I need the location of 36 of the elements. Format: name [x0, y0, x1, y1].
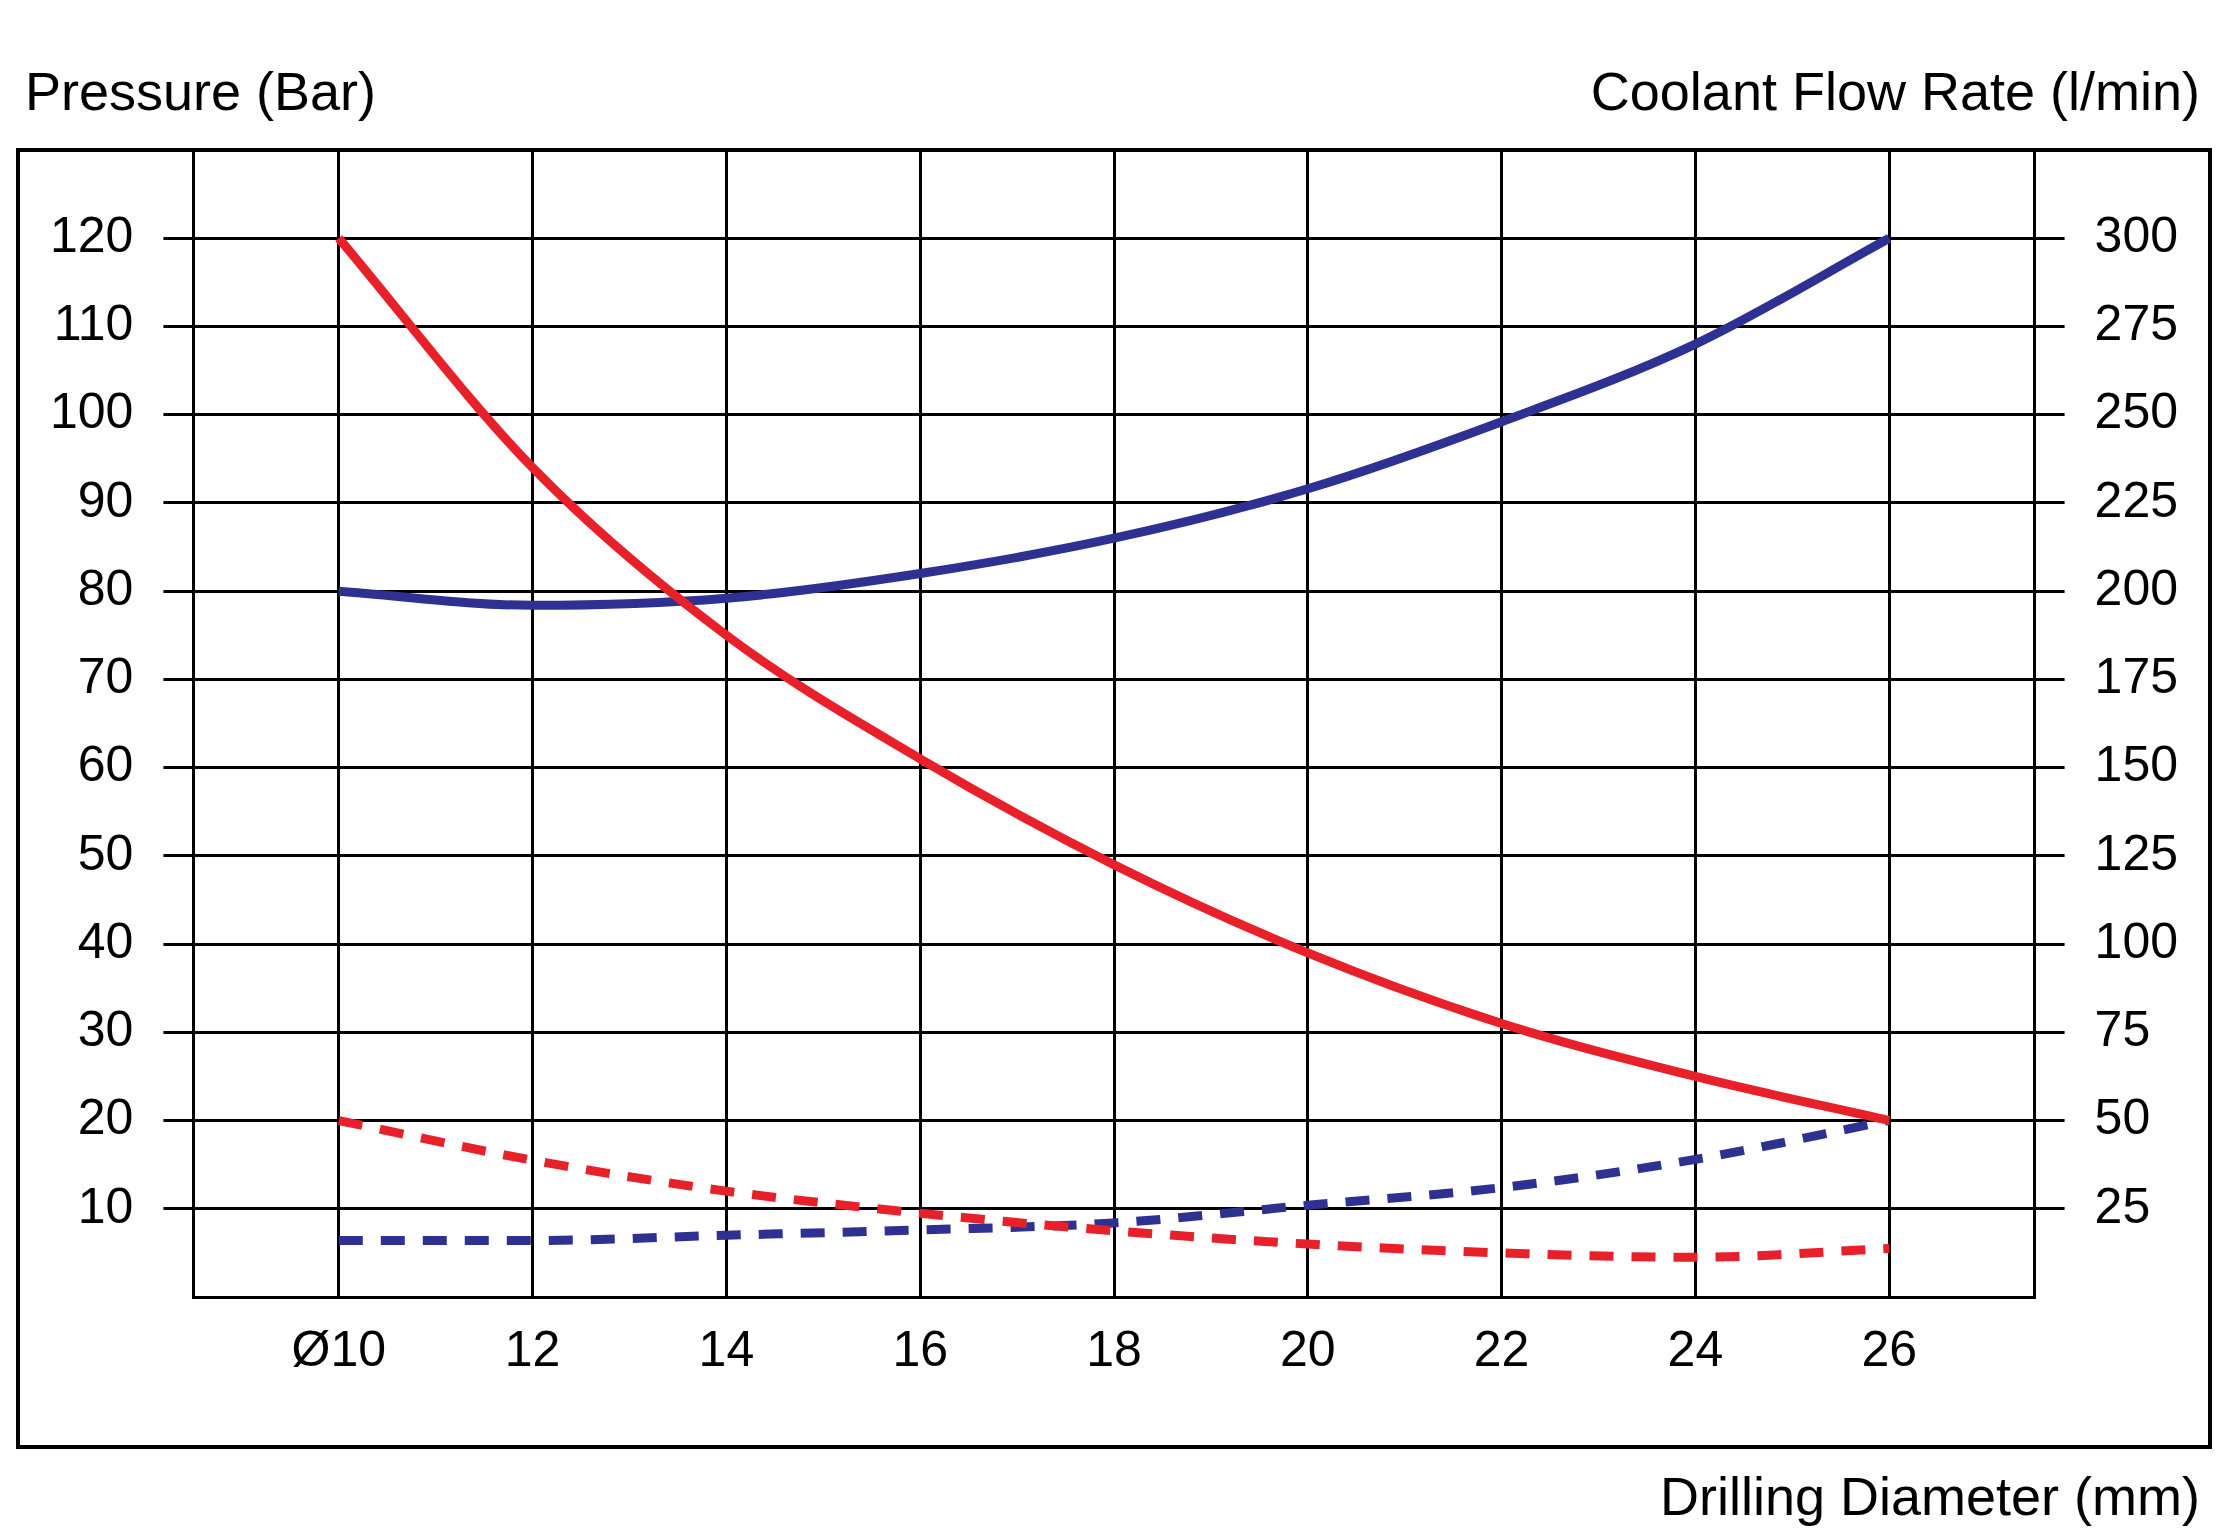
y-tick-label: 30	[77, 1001, 134, 1058]
y-tick-label: 50	[77, 824, 134, 881]
y2-tick-label: 275	[2094, 295, 2179, 352]
y-tick-label: 120	[49, 207, 134, 264]
y2-tick-label: 125	[2094, 824, 2179, 881]
x-tick-label: 18	[1086, 1320, 1142, 1377]
y-tick-label: 90	[77, 471, 134, 528]
y-tick-label: 110	[53, 295, 134, 352]
x-tick-label: 22	[1473, 1320, 1530, 1377]
x-tick-label: Ø10	[291, 1320, 387, 1377]
y-tick-label: 70	[77, 648, 134, 705]
x-tick-label: 12	[504, 1320, 561, 1377]
y2-tick-label: 225	[2094, 471, 2179, 528]
x-tick-label: 14	[698, 1320, 755, 1377]
x-tick-label: 20	[1279, 1320, 1336, 1377]
y2-axis-title: Coolant Flow Rate (l/min)	[1590, 61, 2200, 121]
y2-tick-label: 175	[2094, 648, 2179, 705]
y2-tick-label: 100	[2094, 912, 2179, 969]
x-tick-label: 16	[892, 1320, 949, 1377]
y2-tick-label: 150	[2094, 736, 2179, 793]
y-axis-title: Pressure (Bar)	[25, 61, 377, 121]
y-tick-label: 100	[49, 383, 134, 440]
y2-tick-label: 50	[2094, 1089, 2151, 1146]
y-tick-label: 80	[77, 559, 134, 616]
x-tick-label: 26	[1861, 1320, 1918, 1377]
y-tick-label: 20	[77, 1089, 134, 1146]
y-tick-label: 60	[77, 736, 134, 793]
y2-tick-label: 250	[2094, 383, 2179, 440]
y2-tick-label: 75	[2094, 1001, 2151, 1058]
x-axis-title: Drilling Diameter (mm)	[1659, 1466, 2200, 1526]
y-tick-label: 10	[77, 1177, 134, 1234]
y2-tick-label: 25	[2094, 1177, 2151, 1234]
x-tick-label: 24	[1667, 1320, 1724, 1377]
y-tick-label: 40	[77, 912, 134, 969]
y2-tick-label: 300	[2094, 207, 2179, 264]
y2-tick-label: 200	[2094, 559, 2179, 616]
